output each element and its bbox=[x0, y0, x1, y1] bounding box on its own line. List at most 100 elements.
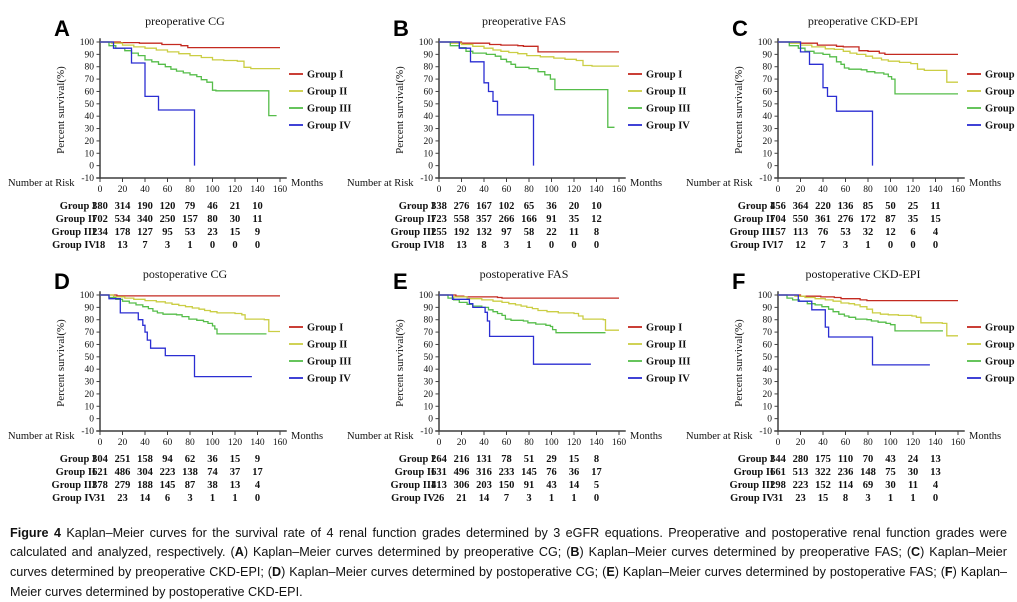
legend: Group I Group II Group III Group IV bbox=[289, 323, 351, 385]
risk-value: 120 bbox=[160, 201, 176, 212]
risk-value: 75 bbox=[885, 467, 896, 478]
risk-value: 10 bbox=[591, 201, 602, 212]
risk-value: 456 bbox=[770, 201, 786, 212]
x-axis-label: Months bbox=[630, 178, 662, 189]
svg-text:60: 60 bbox=[841, 185, 851, 195]
risk-value: 36 bbox=[546, 201, 557, 212]
risk-value: 15 bbox=[230, 227, 241, 238]
risk-value: 0 bbox=[232, 240, 237, 251]
x-axis-label: Months bbox=[291, 431, 323, 442]
svg-text:40: 40 bbox=[763, 112, 773, 122]
curve-group-ii bbox=[778, 41, 958, 83]
risk-value: 91 bbox=[546, 214, 557, 225]
panel-title: preoperative FAS bbox=[482, 14, 566, 28]
risk-value: 8 bbox=[594, 227, 599, 238]
legend-label: Group II bbox=[646, 87, 686, 98]
risk-value: 76 bbox=[818, 227, 829, 238]
axes: -10 0 10 20 30 40 50 60 70 80 90 100 0 20 40 60 80 100 120… bbox=[758, 291, 966, 448]
svg-text:0: 0 bbox=[776, 185, 781, 195]
risk-value: 378 bbox=[92, 480, 108, 491]
svg-text:120: 120 bbox=[228, 185, 243, 195]
svg-text:40: 40 bbox=[763, 365, 773, 375]
number-at-risk-label: Number at Risk bbox=[347, 431, 414, 442]
curve-group-i bbox=[100, 294, 280, 297]
risk-value: 1 bbox=[549, 493, 554, 504]
risk-value: 7 bbox=[504, 493, 509, 504]
risk-value: 8 bbox=[843, 493, 848, 504]
risk-value: 15 bbox=[818, 493, 829, 504]
panel-letter: C bbox=[732, 16, 748, 41]
risk-value: 15 bbox=[569, 454, 580, 465]
risk-value: 0 bbox=[571, 240, 576, 251]
risk-value: 192 bbox=[454, 227, 470, 238]
risk-value: 35 bbox=[569, 214, 580, 225]
risk-value: 24 bbox=[908, 454, 919, 465]
risk-row-label: Group IV bbox=[52, 493, 96, 504]
risk-value: 26 bbox=[434, 493, 445, 504]
risk-value: 276 bbox=[838, 214, 854, 225]
svg-text:80: 80 bbox=[763, 63, 773, 73]
svg-text:60: 60 bbox=[85, 340, 95, 350]
risk-value: 264 bbox=[431, 454, 448, 465]
curve-group-iv bbox=[100, 41, 196, 166]
risk-value: 87 bbox=[885, 214, 896, 225]
risk-value: 12 bbox=[885, 227, 896, 238]
legend: Group I Group II Group III Group IV bbox=[967, 323, 1017, 385]
svg-text:20: 20 bbox=[85, 137, 95, 147]
risk-value: 13 bbox=[930, 454, 941, 465]
survival-curves bbox=[100, 41, 280, 166]
curve-group-iii bbox=[100, 41, 277, 117]
risk-value: 95 bbox=[162, 227, 173, 238]
axes: -10 0 10 20 30 40 50 60 70 80 90 100 0 20 40 60 80 100 120… bbox=[758, 38, 966, 195]
risk-value: 413 bbox=[431, 480, 447, 491]
y-axis-label: Percent survival(%) bbox=[394, 319, 406, 407]
svg-text:50: 50 bbox=[85, 353, 95, 363]
risk-value: 3 bbox=[165, 240, 170, 251]
caption-bold-segment: Figure 4 bbox=[10, 525, 61, 540]
risk-row-label: Group I bbox=[60, 201, 96, 212]
svg-text:0: 0 bbox=[428, 162, 433, 172]
risk-value: 132 bbox=[476, 227, 492, 238]
caption-bold-segment: B bbox=[570, 545, 580, 560]
risk-row-label: Group IV bbox=[730, 493, 774, 504]
svg-text:80: 80 bbox=[863, 438, 873, 448]
x-axis-label: Months bbox=[969, 431, 1001, 442]
svg-text:10: 10 bbox=[424, 402, 434, 412]
risk-value: 513 bbox=[793, 467, 809, 478]
risk-row-label: Group II bbox=[734, 467, 774, 478]
legend-label: Group III bbox=[307, 357, 351, 368]
risk-value: 6 bbox=[165, 493, 170, 504]
svg-text:60: 60 bbox=[502, 438, 512, 448]
risk-value: 3 bbox=[504, 240, 509, 251]
number-at-risk-label: Number at Risk bbox=[8, 431, 75, 442]
figure-caption: Figure 4 Kaplan–Meier curves for the sur… bbox=[0, 519, 1017, 602]
svg-text:140: 140 bbox=[928, 185, 943, 195]
risk-value: 0 bbox=[594, 493, 599, 504]
risk-value: 85 bbox=[863, 201, 874, 212]
risk-value: 251 bbox=[115, 454, 131, 465]
risk-value: 15 bbox=[230, 454, 241, 465]
legend-label: Group II bbox=[646, 340, 686, 351]
panel-title: postoperative FAS bbox=[480, 267, 569, 281]
risk-value: 25 bbox=[908, 201, 919, 212]
risk-value: 304 bbox=[92, 454, 109, 465]
y-axis-label: Percent survival(%) bbox=[733, 319, 745, 407]
risk-row-label: Group II bbox=[56, 214, 96, 225]
svg-text:40: 40 bbox=[140, 185, 150, 195]
svg-text:120: 120 bbox=[567, 438, 582, 448]
svg-text:0: 0 bbox=[98, 438, 103, 448]
svg-text:40: 40 bbox=[818, 185, 828, 195]
svg-text:60: 60 bbox=[163, 438, 173, 448]
risk-row-label: Group I bbox=[399, 201, 435, 212]
svg-text:100: 100 bbox=[80, 291, 95, 301]
risk-value: 0 bbox=[210, 240, 215, 251]
